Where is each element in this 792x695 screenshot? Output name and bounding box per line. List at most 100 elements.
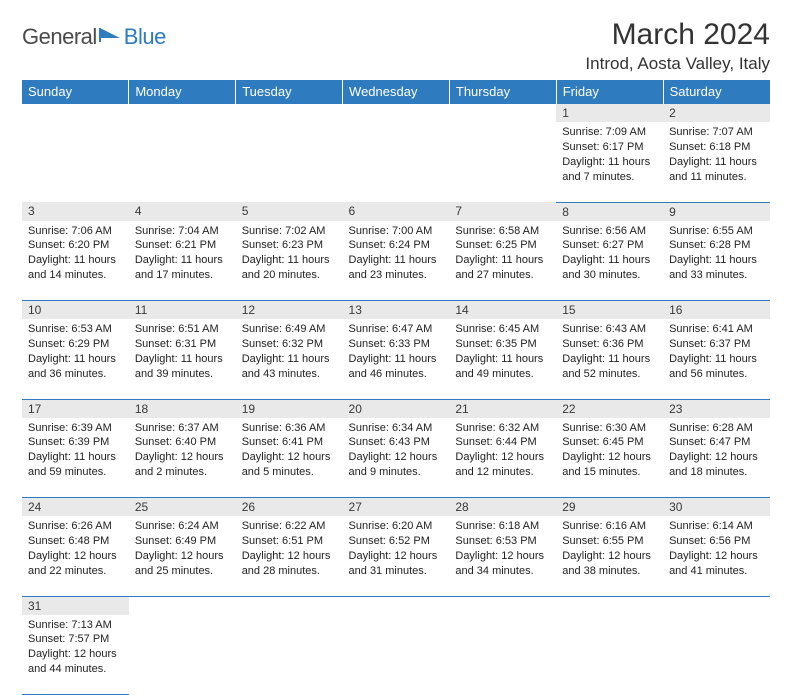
day-number-cell: 4 [129,202,236,221]
sunset-text: Sunset: 6:32 PM [242,337,337,352]
location-subtitle: Introd, Aosta Valley, Italy [585,54,770,74]
day-body-cell: Sunrise: 6:18 AMSunset: 6:53 PMDaylight:… [449,516,556,596]
sunrise-text: Sunrise: 7:13 AM [28,618,123,633]
day-body-cell [449,615,556,695]
sunset-text: Sunset: 6:17 PM [562,140,657,155]
sunrise-text: Sunrise: 6:28 AM [669,421,764,436]
day-body-row: Sunrise: 7:06 AMSunset: 6:20 PM Daylight:… [22,221,770,301]
title-block: March 2024 Introd, Aosta Valley, Italy [585,18,770,74]
day-body-cell [343,122,450,202]
day-body-cell: Sunrise: 7:13 AMSunset: 7:57 PMDaylight:… [22,615,129,695]
day-number-cell: 1 [556,104,663,122]
daylight-text: Daylight: 11 hours and 59 minutes. [28,450,123,480]
day-number-cell: 7 [449,202,556,221]
sunrise-text: Sunrise: 6:26 AM [28,519,123,534]
day-number-cell: 10 [22,301,129,320]
day-body-cell: Sunrise: 6:30 AMSunset: 6:45 PMDaylight:… [556,418,663,498]
daylight-text: Daylight: 12 hours and 18 minutes. [669,450,764,480]
day-number-cell: 27 [343,498,450,517]
sunset-text: Sunset: 7:57 PM [28,632,123,647]
sunset-text: Sunset: 6:51 PM [242,534,337,549]
day-number-cell: 21 [449,399,556,418]
sunrise-text: Sunrise: 6:16 AM [562,519,657,534]
sunset-text: Sunset: 6:28 PM [669,238,764,253]
sunrise-text: Sunrise: 6:58 AM [455,224,550,239]
day-body-cell: Sunrise: 6:20 AMSunset: 6:52 PMDaylight:… [343,516,450,596]
sunrise-text: Sunrise: 6:20 AM [349,519,444,534]
sunrise-text: Sunrise: 7:02 AM [242,224,337,239]
sunrise-text: Sunrise: 6:24 AM [135,519,230,534]
sunrise-text: Sunrise: 6:45 AM [455,322,550,337]
daylight-text: Daylight: 11 hours and 36 minutes. [28,352,123,382]
sunset-text: Sunset: 6:35 PM [455,337,550,352]
day-body-cell: Sunrise: 6:51 AMSunset: 6:31 PMDaylight:… [129,319,236,399]
sunset-text: Sunset: 6:20 PM [28,238,123,253]
sunrise-text: Sunrise: 6:32 AM [455,421,550,436]
day-number-cell [236,104,343,122]
logo: General Blue [22,24,166,50]
day-body-cell: Sunrise: 6:41 AMSunset: 6:37 PMDaylight:… [663,319,770,399]
sunset-text: Sunset: 6:39 PM [28,435,123,450]
daylight-text: Daylight: 11 hours and 52 minutes. [562,352,657,382]
daylight-text: Daylight: 12 hours and 2 minutes. [135,450,230,480]
day-number-cell: 19 [236,399,343,418]
day-number-cell: 24 [22,498,129,517]
day-body-cell: Sunrise: 6:53 AMSunset: 6:29 PMDaylight:… [22,319,129,399]
day-number-cell: 26 [236,498,343,517]
day-number-cell: 30 [663,498,770,517]
day-body-cell: Sunrise: 7:04 AMSunset: 6:21 PMDaylight:… [129,221,236,301]
sunset-text: Sunset: 6:21 PM [135,238,230,253]
sunrise-text: Sunrise: 7:06 AM [28,224,123,239]
daylight-text: Daylight: 12 hours and 15 minutes. [562,450,657,480]
daylight-text: Daylight: 12 hours and 25 minutes. [135,549,230,579]
sunset-text: Sunset: 6:52 PM [349,534,444,549]
logo-text-general: General [22,24,97,50]
daylight-text: Daylight: 11 hours and 39 minutes. [135,352,230,382]
day-body-cell [236,615,343,695]
daylight-text: Daylight: 11 hours and 30 minutes. [562,253,657,283]
sunrise-text: Sunrise: 6:53 AM [28,322,123,337]
day-body-cell [556,615,663,695]
day-body-cell: Sunrise: 6:58 AMSunset: 6:25 PMDaylight:… [449,221,556,301]
sunset-text: Sunset: 6:36 PM [562,337,657,352]
sunrise-text: Sunrise: 6:37 AM [135,421,230,436]
day-body-cell: Sunrise: 6:24 AMSunset: 6:49 PMDaylight:… [129,516,236,596]
day-number-row: 17181920212223 [22,399,770,418]
day-number-cell [22,104,129,122]
sunrise-text: Sunrise: 6:36 AM [242,421,337,436]
day-body-cell: Sunrise: 6:55 AMSunset: 6:28 PMDaylight:… [663,221,770,301]
weekday-header: Sunday [22,80,129,104]
day-number-cell: 23 [663,399,770,418]
weekday-header: Friday [556,80,663,104]
sunrise-text: Sunrise: 6:14 AM [669,519,764,534]
day-body-cell: Sunrise: 6:36 AMSunset: 6:41 PMDaylight:… [236,418,343,498]
header: General Blue March 2024 Introd, Aosta Va… [22,18,770,74]
sunrise-text: Sunrise: 6:43 AM [562,322,657,337]
day-body-cell: Sunrise: 7:07 AMSunset: 6:18 PMDaylight:… [663,122,770,202]
day-number-cell: 11 [129,301,236,320]
sunset-text: Sunset: 6:29 PM [28,337,123,352]
weekday-header: Monday [129,80,236,104]
day-number-cell: 9 [663,202,770,221]
day-number-cell [129,104,236,122]
daylight-text: Daylight: 11 hours and 23 minutes. [349,253,444,283]
day-body-cell: Sunrise: 6:34 AMSunset: 6:43 PMDaylight:… [343,418,450,498]
daylight-text: Daylight: 12 hours and 9 minutes. [349,450,444,480]
weekday-header: Tuesday [236,80,343,104]
day-body-cell: Sunrise: 7:02 AMSunset: 6:23 PMDaylight:… [236,221,343,301]
sunrise-text: Sunrise: 6:34 AM [349,421,444,436]
sunrise-text: Sunrise: 6:18 AM [455,519,550,534]
daylight-text: Daylight: 11 hours and 43 minutes. [242,352,337,382]
sunset-text: Sunset: 6:49 PM [135,534,230,549]
sunset-text: Sunset: 6:47 PM [669,435,764,450]
day-number-cell: 28 [449,498,556,517]
day-body-cell [343,615,450,695]
day-number-cell: 16 [663,301,770,320]
sunrise-text: Sunrise: 6:41 AM [669,322,764,337]
day-body-cell [129,122,236,202]
sunrise-text: Sunrise: 7:04 AM [135,224,230,239]
day-body-cell [22,122,129,202]
day-number-row: 3456789 [22,202,770,221]
sunrise-text: Sunrise: 7:07 AM [669,125,764,140]
day-number-cell [449,104,556,122]
